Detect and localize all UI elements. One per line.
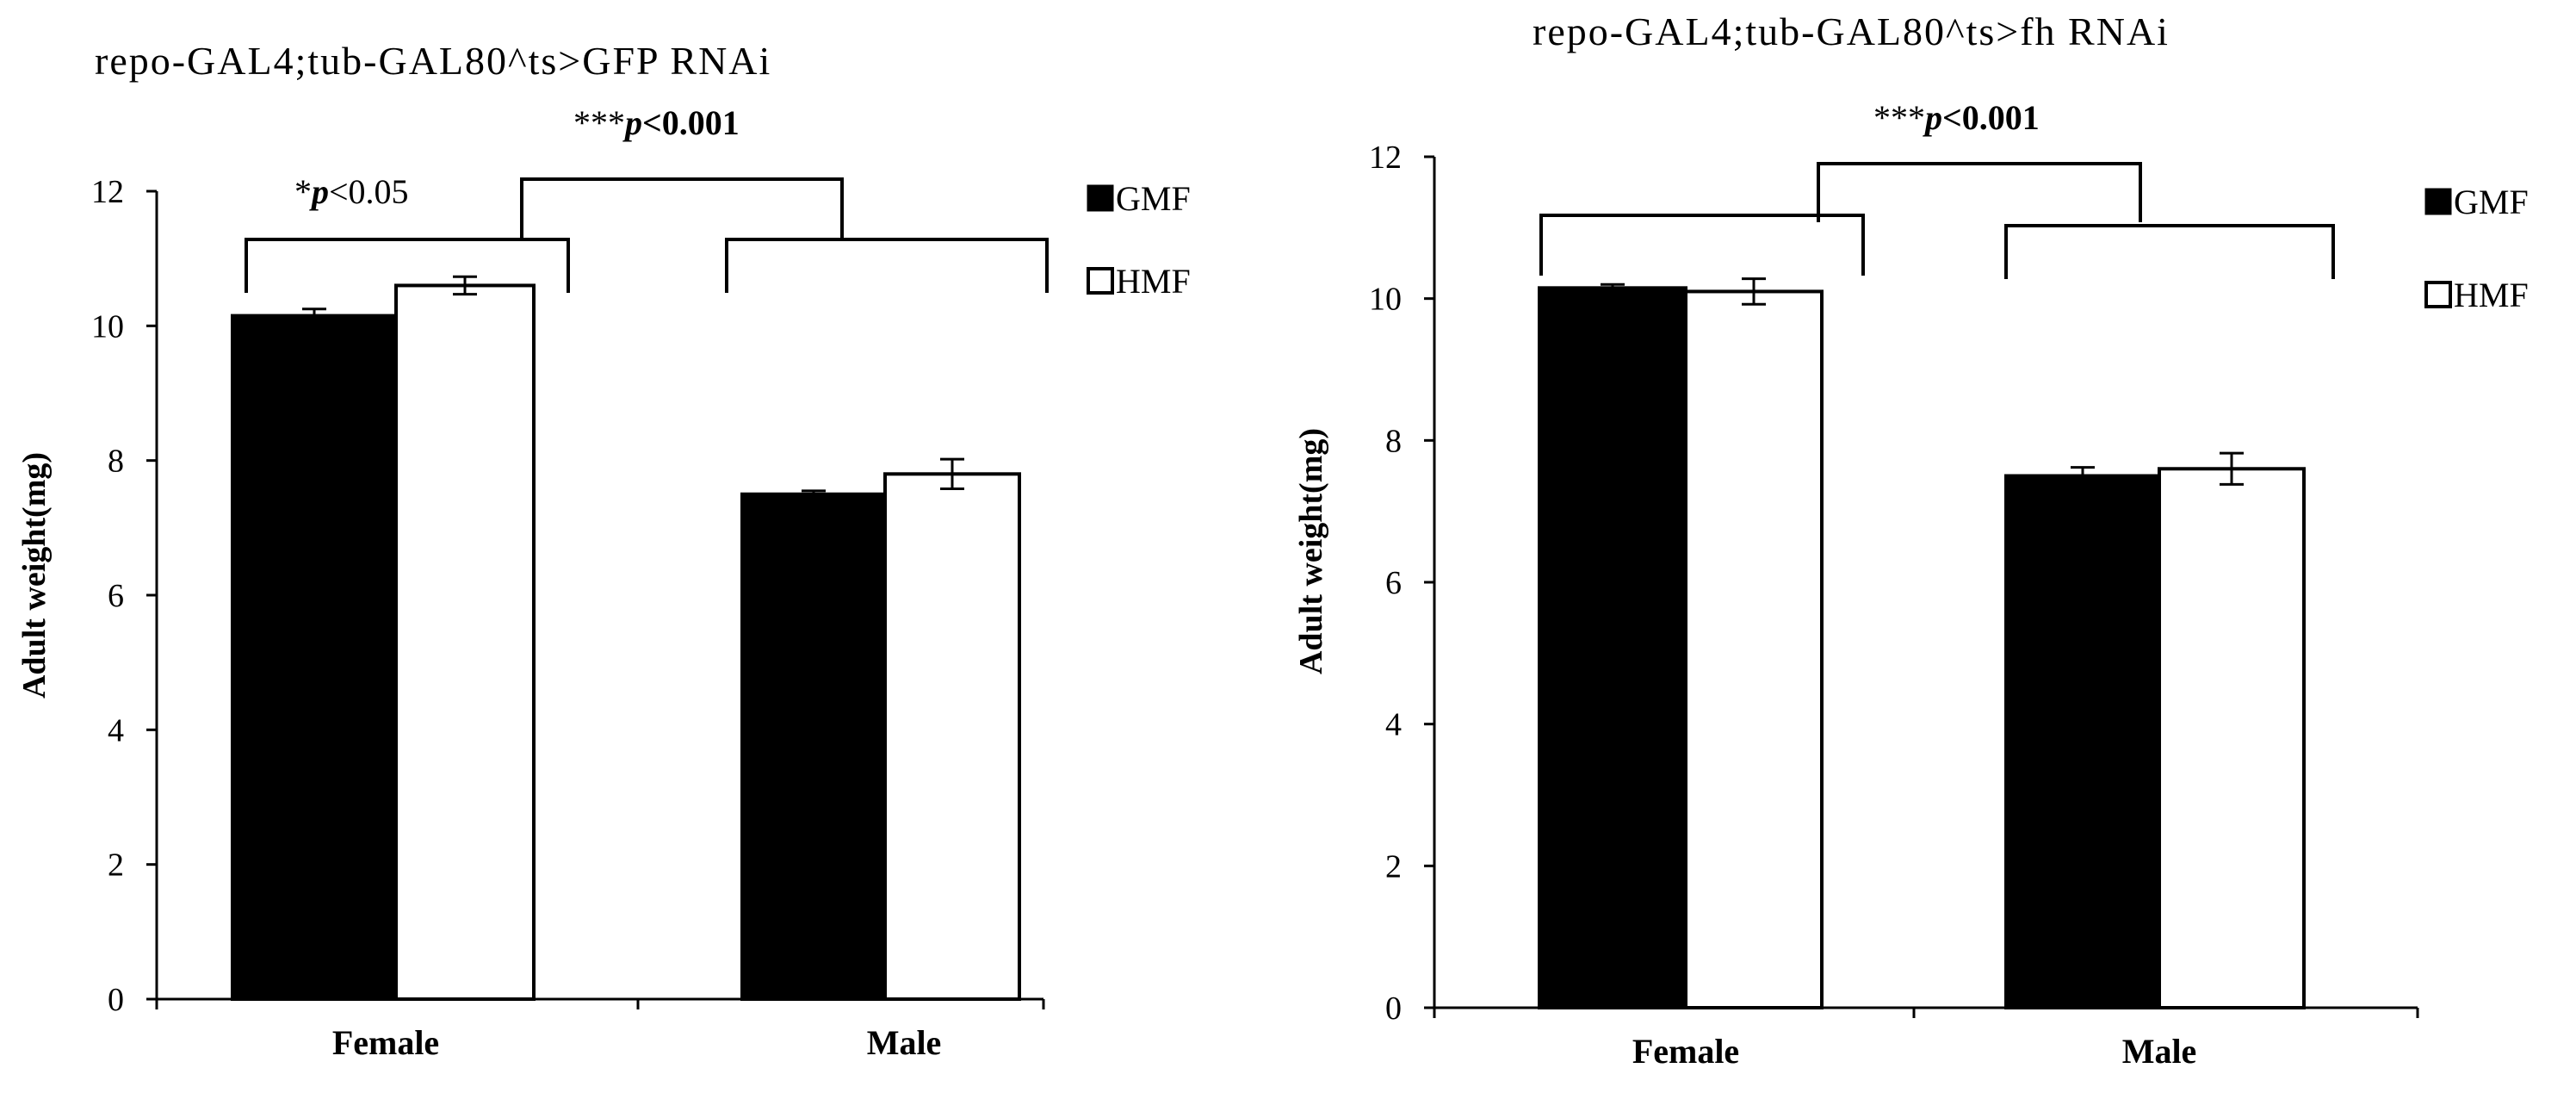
- chart-2-bracket-male: [2004, 224, 2335, 279]
- chart-2-y-tick-label: 0: [1385, 991, 1402, 1027]
- chart-1-bar-gmf: [231, 314, 398, 1001]
- chart-1-category-label: Female: [332, 1023, 439, 1062]
- chart-2-y-axis-label: Adult weight(mg): [1293, 428, 1329, 674]
- chart-1-y-tick-label: 0: [108, 982, 124, 1018]
- chart-1-y-tick-label: 10: [91, 308, 124, 345]
- chart-2-bracket-sex: [1817, 162, 2142, 222]
- chart-1-y-tick-label: 4: [108, 712, 124, 748]
- chart-2-legend: GMF HMF: [2424, 183, 2529, 314]
- chart-2-title: repo-GAL4;tub-GAL80^ts>fh RNAi: [1533, 9, 2170, 53]
- chart-1-category-label: Male: [867, 1023, 942, 1062]
- chart-2: repo-GAL4;tub-GAL80^ts>fh RNAi Adult wei…: [1293, 9, 2529, 1071]
- chart-2-bars: [1538, 277, 2306, 1010]
- chart-1-legend-gmf-label: GMF: [1116, 179, 1191, 218]
- chart-1-bar-hmf: [883, 472, 1021, 1001]
- chart-1-bracket-female: [245, 238, 570, 293]
- chart-1-legend-hmf-swatch: [1087, 267, 1114, 295]
- chart-2-category-label: Male: [2122, 1032, 2197, 1071]
- chart-1-y-tick-label: 8: [108, 444, 124, 480]
- chart-1-bracket-male: [725, 238, 1049, 293]
- chart-2-bar-gmf: [2004, 474, 2161, 1009]
- chart-1-title: repo-GAL4;tub-GAL80^ts>GFP RNAi: [95, 39, 771, 83]
- chart-2-legend-gmf-label: GMF: [2454, 183, 2529, 221]
- chart-1-bar-hmf: [394, 283, 536, 1001]
- chart-1: repo-GAL4;tub-GAL80^ts>GFP RNAi Adult we…: [16, 39, 1191, 1062]
- chart-2-y-tick-label: 2: [1385, 848, 1402, 885]
- chart-2-y-tick-label: 10: [1369, 282, 1402, 318]
- chart-2-bar-hmf: [2158, 467, 2306, 1009]
- chart-1-y-tick-label: 2: [108, 848, 124, 884]
- chart-2-y-tick-label: 8: [1385, 423, 1402, 459]
- chart-1-bar-gmf: [740, 492, 887, 1001]
- chart-1-y-tick-label: 12: [91, 174, 124, 210]
- chart-2-legend-gmf-swatch: [2424, 188, 2452, 215]
- chart-2-bar-gmf: [1538, 286, 1687, 1010]
- chart-1-sig-female: *p<0.05: [294, 172, 409, 211]
- chart-2-y-tick-label: 6: [1385, 565, 1402, 601]
- chart-1-annotations: *p<0.05 ***p<0.001: [245, 103, 1049, 293]
- chart-1-bracket-sex: [520, 177, 844, 239]
- chart-2-category-label: Female: [1632, 1032, 1739, 1071]
- chart-2-y-tick-label: 12: [1369, 140, 1402, 176]
- chart-1-y-tick-label: 6: [108, 578, 124, 614]
- chart-1-legend-gmf-swatch: [1087, 184, 1114, 212]
- chart-2-sig-sex: ***p<0.001: [1873, 98, 2040, 137]
- chart-2-bar-hmf: [1684, 289, 1824, 1009]
- chart-2-annotations: ***p<0.001: [1539, 98, 2335, 279]
- chart-1-sig-sex: ***p<0.001: [573, 103, 740, 142]
- chart-1-legend-hmf-label: HMF: [1116, 262, 1191, 301]
- chart-2-y-tick-label: 4: [1385, 707, 1402, 743]
- chart-2-legend-hmf-label: HMF: [2454, 276, 2529, 314]
- chart-2-bracket-female: [1539, 214, 1865, 276]
- chart-1-bars: [231, 275, 1021, 1001]
- chart-2-legend-hmf-swatch: [2424, 281, 2452, 308]
- chart-1-y-axis-label: Adult weight(mg): [16, 452, 53, 699]
- chart-1-legend: GMF HMF: [1087, 179, 1191, 301]
